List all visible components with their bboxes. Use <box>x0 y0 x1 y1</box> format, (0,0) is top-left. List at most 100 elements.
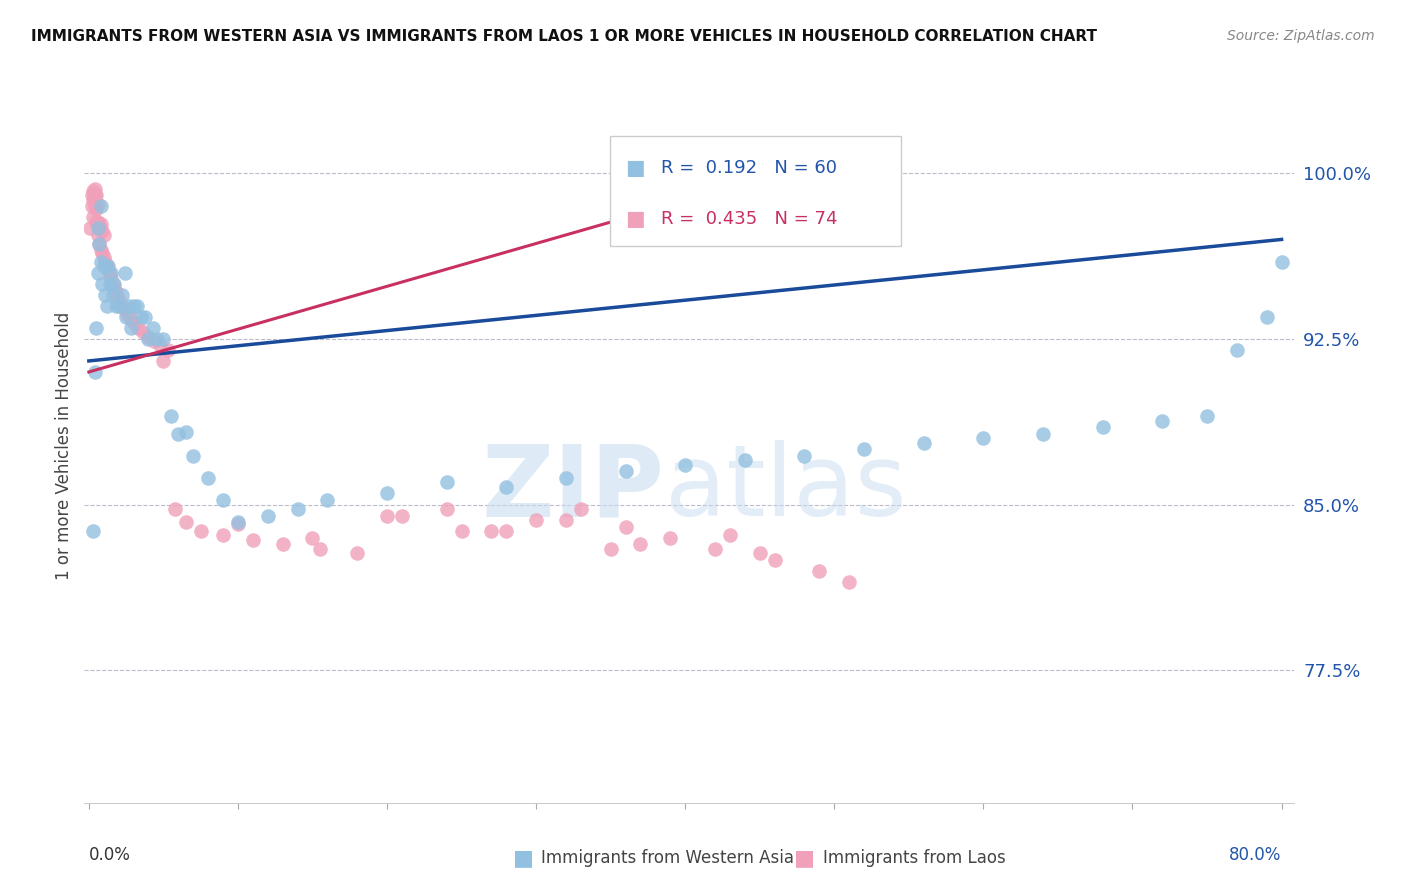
Point <box>79 221 101 235</box>
Point <box>89 219 111 234</box>
Point <box>96 259 118 273</box>
Point <box>138 332 160 346</box>
Point <box>111 287 134 301</box>
Point <box>84 188 107 202</box>
Point <box>555 471 578 485</box>
Point <box>748 546 770 560</box>
Point <box>167 426 190 441</box>
Point <box>450 524 472 538</box>
Point <box>93 227 115 242</box>
Point <box>309 541 332 556</box>
Point <box>569 502 592 516</box>
Point <box>134 310 156 324</box>
Point <box>160 409 183 424</box>
Point <box>89 236 111 251</box>
Point <box>1226 343 1249 357</box>
Point <box>479 524 502 538</box>
Point <box>82 193 104 207</box>
Text: ZIP: ZIP <box>482 441 665 537</box>
Point <box>793 449 815 463</box>
Point <box>94 254 117 268</box>
Point <box>375 486 398 500</box>
Point <box>763 553 786 567</box>
Point <box>346 546 368 560</box>
Point <box>174 425 197 439</box>
Point <box>673 458 696 472</box>
Text: R =  0.435   N = 74: R = 0.435 N = 74 <box>661 211 838 228</box>
Point <box>555 513 578 527</box>
Point <box>97 259 120 273</box>
Point <box>122 317 145 331</box>
Point <box>114 266 136 280</box>
Point <box>212 493 235 508</box>
Point <box>122 299 145 313</box>
Point <box>83 199 105 213</box>
Point <box>114 303 136 318</box>
Point <box>131 325 153 339</box>
Point <box>152 332 174 346</box>
Text: IMMIGRANTS FROM WESTERN ASIA VS IMMIGRANTS FROM LAOS 1 OR MORE VEHICLES IN HOUSE: IMMIGRANTS FROM WESTERN ASIA VS IMMIGRAN… <box>31 29 1097 44</box>
Text: atlas: atlas <box>665 441 907 537</box>
Point <box>80 199 103 213</box>
Point <box>287 502 309 516</box>
Text: 0.0%: 0.0% <box>89 846 131 863</box>
Point <box>174 515 197 529</box>
Point <box>90 217 112 231</box>
FancyBboxPatch shape <box>610 136 901 246</box>
Point <box>226 517 249 532</box>
Point <box>734 453 756 467</box>
Point <box>129 310 152 324</box>
Point <box>524 513 547 527</box>
Point <box>89 236 111 251</box>
Point <box>107 299 129 313</box>
Point <box>142 320 165 334</box>
Point <box>98 277 121 291</box>
Point <box>197 471 219 485</box>
Point <box>120 320 142 334</box>
Text: R =  0.192   N = 60: R = 0.192 N = 60 <box>661 159 837 177</box>
Text: ■: ■ <box>624 209 644 229</box>
Point <box>242 533 264 547</box>
Point <box>614 519 637 533</box>
Point <box>1032 426 1054 441</box>
Point <box>87 197 110 211</box>
Point <box>659 531 682 545</box>
Y-axis label: 1 or more Vehicles in Household: 1 or more Vehicles in Household <box>55 312 73 580</box>
Point <box>100 266 122 280</box>
Point <box>316 493 339 508</box>
Point <box>91 224 114 238</box>
Point <box>96 299 118 313</box>
Point <box>212 528 235 542</box>
Point <box>84 202 107 216</box>
Text: ■: ■ <box>794 848 815 868</box>
Point <box>105 290 128 304</box>
Point <box>98 268 121 282</box>
Point <box>391 508 413 523</box>
Point <box>271 537 294 551</box>
Point <box>82 524 104 538</box>
Point <box>115 310 138 324</box>
Point <box>143 334 166 348</box>
Point <box>146 332 169 346</box>
Point <box>83 188 105 202</box>
Point <box>94 287 117 301</box>
Point <box>1271 254 1294 268</box>
Text: 80.0%: 80.0% <box>1229 846 1282 863</box>
Point <box>375 508 398 523</box>
Point <box>100 272 122 286</box>
Text: Immigrants from Western Asia: Immigrants from Western Asia <box>541 849 794 867</box>
Point <box>181 449 204 463</box>
Point <box>436 475 458 490</box>
Point <box>256 508 278 523</box>
Point <box>84 320 107 334</box>
Point <box>125 299 148 313</box>
Point <box>165 502 187 516</box>
Point <box>91 277 114 291</box>
Point <box>87 227 110 242</box>
Text: Immigrants from Laos: Immigrants from Laos <box>823 849 1005 867</box>
Point <box>149 338 172 352</box>
Point <box>117 308 139 322</box>
Point <box>107 294 129 309</box>
Point <box>1091 420 1114 434</box>
Point <box>103 277 125 291</box>
